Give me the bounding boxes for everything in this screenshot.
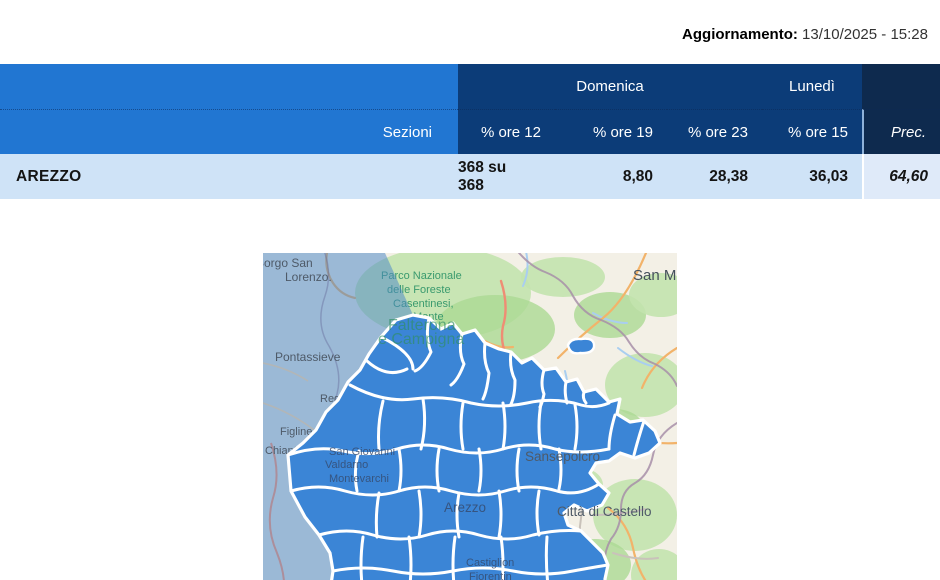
san-giovanni-label: San Giovanni <box>329 446 395 458</box>
col-ore-19: % ore 19 <box>555 109 667 154</box>
turnout-table: Domenica Lunedì Sezioni % ore 12 % ore 1… <box>0 64 940 199</box>
citta-di-castello-label: Città di Castello <box>557 504 652 519</box>
group-domenica: Domenica <box>458 64 762 109</box>
col-ore-23: % ore 23 <box>667 109 762 154</box>
update-label: Aggiornamento: <box>682 26 798 43</box>
montevarchi-label: Montevarchi <box>329 473 389 485</box>
region-overlay <box>263 253 413 580</box>
sansepolcro-label: Sansepolcro <box>525 449 600 464</box>
exclave-polygon[interactable] <box>566 337 596 355</box>
col-prec: Prec. <box>862 109 940 154</box>
pontassieve-label: Pontassieve <box>275 350 341 364</box>
castiglion-label: Castiglion <box>466 557 514 569</box>
update-timestamp: Aggiornamento: 13/10/2025 - 15:28 <box>682 26 928 43</box>
ore19-value-cell: 28,38 <box>709 167 748 185</box>
province-name-cell[interactable]: AREZZO <box>16 167 82 185</box>
prec-value-cell: 64,60 <box>862 154 940 199</box>
group-lunedi: Lunedì <box>762 64 862 109</box>
col-ore-15: % ore 15 <box>762 109 862 154</box>
province-map[interactable]: Parco Nazionale delle Foreste Casentines… <box>263 253 677 580</box>
table-row: AREZZO 368 su 368 8,80 28,38 36,03 47,77 <box>0 154 940 199</box>
sezioni-value-cell: 368 su 368 <box>458 158 507 194</box>
group-empty-sezioni <box>0 64 458 109</box>
municipality-borders <box>286 316 646 580</box>
valdarno-label: Valdarno <box>325 459 368 471</box>
table-column-header-row: Sezioni % ore 12 % ore 19 % ore 23 % ore… <box>0 109 940 154</box>
park-label-line1: Parco Nazionale <box>381 270 462 282</box>
prec-value: 64,60 <box>889 167 928 185</box>
san-m-label: San M <box>633 267 676 284</box>
falterona-label: Falterona <box>388 317 456 334</box>
map-forest-patches <box>355 253 677 580</box>
borgo-san-label: Borgo San <box>263 256 313 270</box>
fiorentino-label: Fiorentin <box>469 571 512 580</box>
ore12-value-cell: 8,80 <box>622 167 653 185</box>
map-canvas[interactable]: Parco Nazionale delle Foreste Casentines… <box>263 253 677 580</box>
lorenzo-label: Lorenzo. <box>285 270 332 284</box>
map-town-labels: Falterona e Campigna San Giovanni Valdar… <box>325 267 676 580</box>
update-value: 13/10/2025 - 15:28 <box>802 26 928 43</box>
ore15-sunday-value-cell: 36,03 <box>809 167 848 185</box>
table-group-header-row: Domenica Lunedì <box>0 64 940 109</box>
col-sezioni: Sezioni <box>0 109 458 154</box>
group-empty-prec <box>862 64 940 109</box>
campigna-label: e Campigna <box>378 331 464 348</box>
municipality-polygons[interactable] <box>286 313 662 580</box>
col-ore-12: % ore 12 <box>458 109 555 154</box>
arezzo-label: Arezzo <box>444 500 486 515</box>
